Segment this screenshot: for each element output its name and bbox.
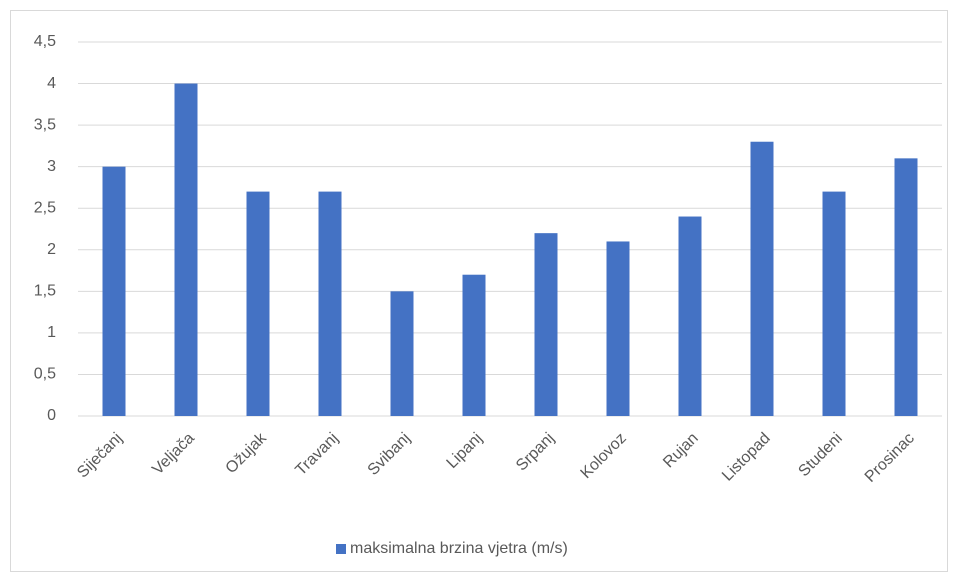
legend-label: maksimalna brzina vjetra (m/s): [350, 540, 568, 557]
bar: [534, 233, 558, 416]
bar: [678, 216, 702, 416]
bar: [102, 166, 126, 416]
y-tick-label: 3: [47, 158, 56, 175]
y-tick-label: 1: [47, 324, 56, 341]
bar: [822, 191, 846, 416]
y-tick-label: 0: [47, 407, 56, 424]
bar: [606, 241, 630, 416]
bar: [174, 83, 198, 417]
bar: [894, 158, 918, 416]
y-tick-label: 4: [47, 75, 56, 92]
y-tick-label: 4,5: [34, 33, 56, 50]
y-tick-label: 3,5: [34, 116, 56, 133]
y-tick-label: 2,5: [34, 199, 56, 216]
y-tick-label: 1,5: [34, 283, 56, 300]
y-tick-label: 0,5: [34, 366, 56, 383]
y-tick-label: 2: [47, 241, 56, 258]
bar: [390, 291, 414, 416]
legend-swatch: [336, 544, 346, 554]
bar: [318, 191, 342, 416]
bar: [462, 274, 486, 416]
bar: [246, 191, 270, 416]
bar: [750, 141, 774, 416]
